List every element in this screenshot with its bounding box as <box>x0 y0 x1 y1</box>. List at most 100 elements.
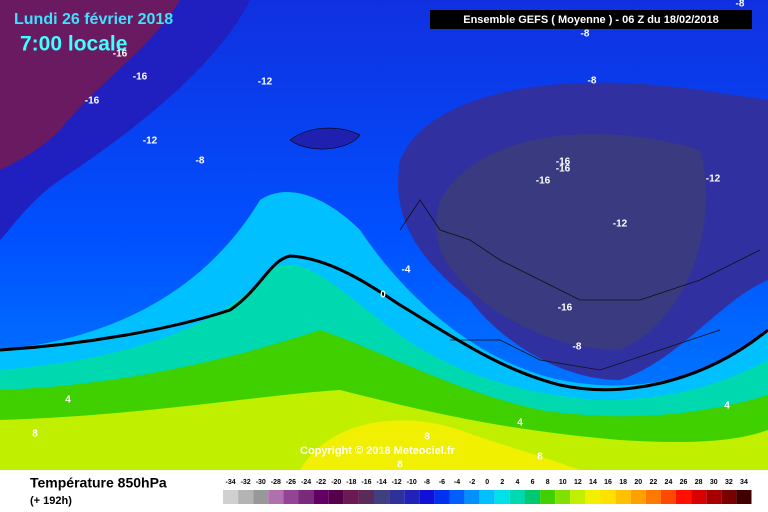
scale-swatch <box>464 490 480 504</box>
iceland <box>289 127 361 150</box>
coastlines <box>399 199 761 371</box>
scale-swatch <box>645 490 661 504</box>
scale-label: -22 <box>316 479 326 486</box>
scale-swatch <box>585 490 601 504</box>
scale-swatch <box>298 490 314 504</box>
scale-label: 6 <box>531 479 535 486</box>
scale-swatch <box>358 490 374 504</box>
scale-label: -30 <box>256 479 266 486</box>
scale-label: -16 <box>361 479 371 486</box>
scale-swatch <box>570 490 586 504</box>
scale-swatch <box>721 490 737 504</box>
scale-swatch <box>660 490 676 504</box>
cold-core-europe <box>436 134 707 350</box>
contour-label: 8 <box>32 429 38 440</box>
scale-swatch <box>691 490 707 504</box>
scale-swatch <box>676 490 692 504</box>
contour-label: 8 <box>397 460 403 471</box>
legend-title: Température 850hPa <box>30 475 167 491</box>
scale-label: 2 <box>500 479 504 486</box>
scale-swatch <box>479 490 495 504</box>
scale-label: -18 <box>346 479 356 486</box>
color-scale: -34 -32 -30 -28 -26 -24 -22 -20 -18 -16 -14 -12 -10-… <box>223 479 752 504</box>
model-run: Ensemble GEFS ( Moyenne ) - 06 Z du 18/0… <box>463 14 719 26</box>
scale-label: 4 <box>515 479 519 486</box>
scale-label: 22 <box>649 479 657 486</box>
contour-labels: -16-16-16-12-12-8-8-8-8-16-16-16 -12-12-4… <box>32 0 745 471</box>
scale-swatch <box>419 490 435 504</box>
contour-label: -8 <box>581 29 590 40</box>
scale-label: 12 <box>574 479 582 486</box>
contour-label: 4 <box>724 401 730 412</box>
contour-label: -16 <box>556 157 571 168</box>
scale-label: -8 <box>424 479 430 486</box>
scale-swatch <box>615 490 631 504</box>
scale-swatch <box>525 490 541 504</box>
scale-swatch <box>223 490 239 504</box>
scale-label: 26 <box>680 479 688 486</box>
contour-label: -16 <box>558 303 573 314</box>
scale-label: -32 <box>241 479 251 486</box>
scale-label: 16 <box>604 479 612 486</box>
contour-label: -4 <box>402 265 411 276</box>
contour-label: -8 <box>736 0 745 10</box>
scale-swatch <box>404 490 420 504</box>
scale-label: 10 <box>559 479 567 486</box>
scale-swatch <box>253 490 269 504</box>
scale-label: -24 <box>301 479 311 486</box>
contour-label: -8 <box>588 76 597 87</box>
contour-label: -16 <box>85 96 100 107</box>
warmer-zone <box>300 420 580 470</box>
scale-label: -28 <box>271 479 281 486</box>
scale-label: 32 <box>725 479 733 486</box>
scale-label: 28 <box>695 479 703 486</box>
scale-swatch <box>374 490 390 504</box>
contour-label: -8 <box>573 342 582 353</box>
scale-label: -26 <box>286 479 296 486</box>
header-box <box>430 10 752 29</box>
contour-label: -12 <box>143 136 158 147</box>
scale-swatch <box>328 490 344 504</box>
copyright: Copyright © 2018 Meteociel.fr <box>300 445 456 457</box>
scale-swatch <box>434 490 450 504</box>
very-cold-zone <box>0 0 180 170</box>
scale-label: 14 <box>589 479 597 486</box>
zero-isotherm <box>0 254 768 392</box>
scale-label: -2 <box>469 479 475 486</box>
forecast-date: Lundi 26 février 2018 <box>14 11 173 28</box>
contour-label: -16 <box>556 164 571 175</box>
scale-swatch <box>389 490 405 504</box>
contour-label: -16 <box>133 72 148 83</box>
scale-swatch <box>706 490 722 504</box>
scale-swatch <box>268 490 284 504</box>
scale-label: 18 <box>619 479 627 486</box>
scale-label: -34 <box>225 479 235 486</box>
contour-label: -12 <box>706 174 721 185</box>
scale-swatch <box>449 490 465 504</box>
scale-label: -12 <box>392 479 402 486</box>
scale-label: 24 <box>665 479 673 486</box>
contour-label: 8 <box>537 452 543 463</box>
scale-label: 8 <box>546 479 550 486</box>
contour-label: 8 <box>424 432 430 443</box>
scale-swatch <box>494 490 510 504</box>
forecast-time: 7:00 locale <box>20 33 127 56</box>
scale-label: 30 <box>710 479 718 486</box>
scale-swatch <box>736 490 752 504</box>
contour-label: -12 <box>258 77 273 88</box>
scale-label: 34 <box>740 479 748 486</box>
scale-label: -4 <box>454 479 460 486</box>
contour-label: -12 <box>613 219 628 230</box>
scale-swatch <box>238 490 254 504</box>
forecast-lead: (+ 192h) <box>30 495 72 507</box>
contour-label: -16 <box>536 176 551 187</box>
contour-label: 4 <box>65 395 71 406</box>
contour-label: -16 <box>113 49 128 60</box>
scale-swatch <box>509 490 525 504</box>
scale-swatch <box>283 490 299 504</box>
scale-swatch <box>555 490 571 504</box>
scale-swatch <box>630 490 646 504</box>
scale-swatch <box>600 490 616 504</box>
contour-label: 4 <box>517 418 523 429</box>
